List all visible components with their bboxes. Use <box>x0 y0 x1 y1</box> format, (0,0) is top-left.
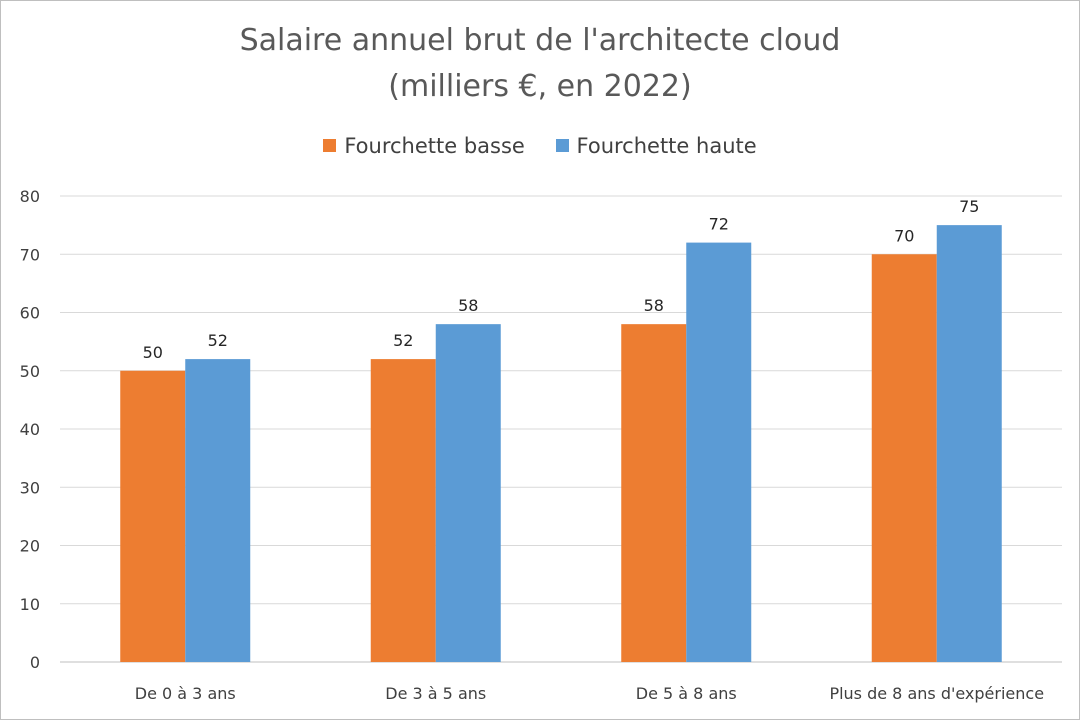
y-tick-label: 50 <box>20 362 40 381</box>
y-tick-label: 70 <box>20 245 40 264</box>
bar-basse <box>120 370 186 662</box>
x-category-label: Plus de 8 ans d'expérience <box>829 684 1044 703</box>
legend-swatch-haute <box>555 139 569 152</box>
y-tick-label: 40 <box>20 420 40 439</box>
x-category-label: De 5 à 8 ans <box>636 684 737 703</box>
legend-label-basse: Fourchette basse <box>344 133 525 158</box>
legend-label-haute: Fourchette haute <box>576 133 757 158</box>
data-label: 72 <box>709 215 729 234</box>
x-category-label: De 3 à 5 ans <box>385 684 486 703</box>
data-label: 58 <box>458 296 478 315</box>
y-tick-label: 0 <box>30 653 40 672</box>
bar-basse <box>871 254 937 662</box>
x-category-label: De 0 à 3 ans <box>135 684 236 703</box>
bar-basse <box>621 324 687 662</box>
data-label: 58 <box>644 296 664 315</box>
data-label: 52 <box>208 331 228 350</box>
bar-haute <box>185 359 251 662</box>
bar-basse <box>370 359 436 662</box>
y-tick-label: 20 <box>20 537 40 556</box>
data-label: 70 <box>894 226 914 245</box>
y-tick-label: 60 <box>20 304 40 323</box>
data-label: 75 <box>959 197 979 216</box>
data-label: 50 <box>143 343 163 362</box>
data-label: 52 <box>393 331 413 350</box>
y-tick-label: 30 <box>20 478 40 497</box>
chart-title-line-2: (milliers €, en 2022) <box>388 69 692 104</box>
y-tick-label: 10 <box>20 595 40 614</box>
legend-item-fourchette-basse: Fourchette basse <box>323 134 525 158</box>
bar-haute <box>435 324 501 662</box>
legend-swatch-basse <box>323 139 337 152</box>
chart-legend: Fourchette basse Fourchette haute <box>0 133 1080 158</box>
y-tick-label: 80 <box>20 187 40 206</box>
chart-title-line-1: Salaire annuel brut de l'architecte clou… <box>239 23 841 58</box>
legend-item-fourchette-haute: Fourchette haute <box>555 133 757 158</box>
bar-haute <box>686 242 752 662</box>
bar-haute <box>936 225 1002 662</box>
